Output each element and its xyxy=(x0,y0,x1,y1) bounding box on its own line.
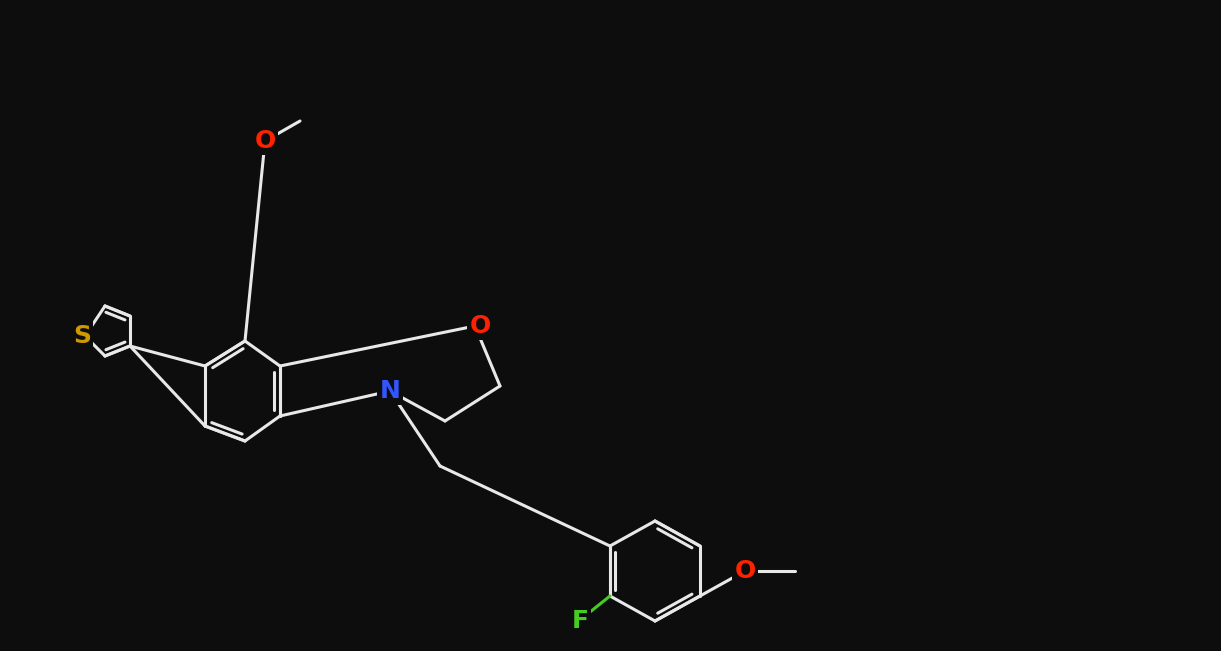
Text: O: O xyxy=(469,314,491,338)
Text: N: N xyxy=(380,379,400,403)
Text: O: O xyxy=(254,129,276,153)
Text: O: O xyxy=(734,559,756,583)
Text: S: S xyxy=(73,324,92,348)
Text: F: F xyxy=(571,609,589,633)
